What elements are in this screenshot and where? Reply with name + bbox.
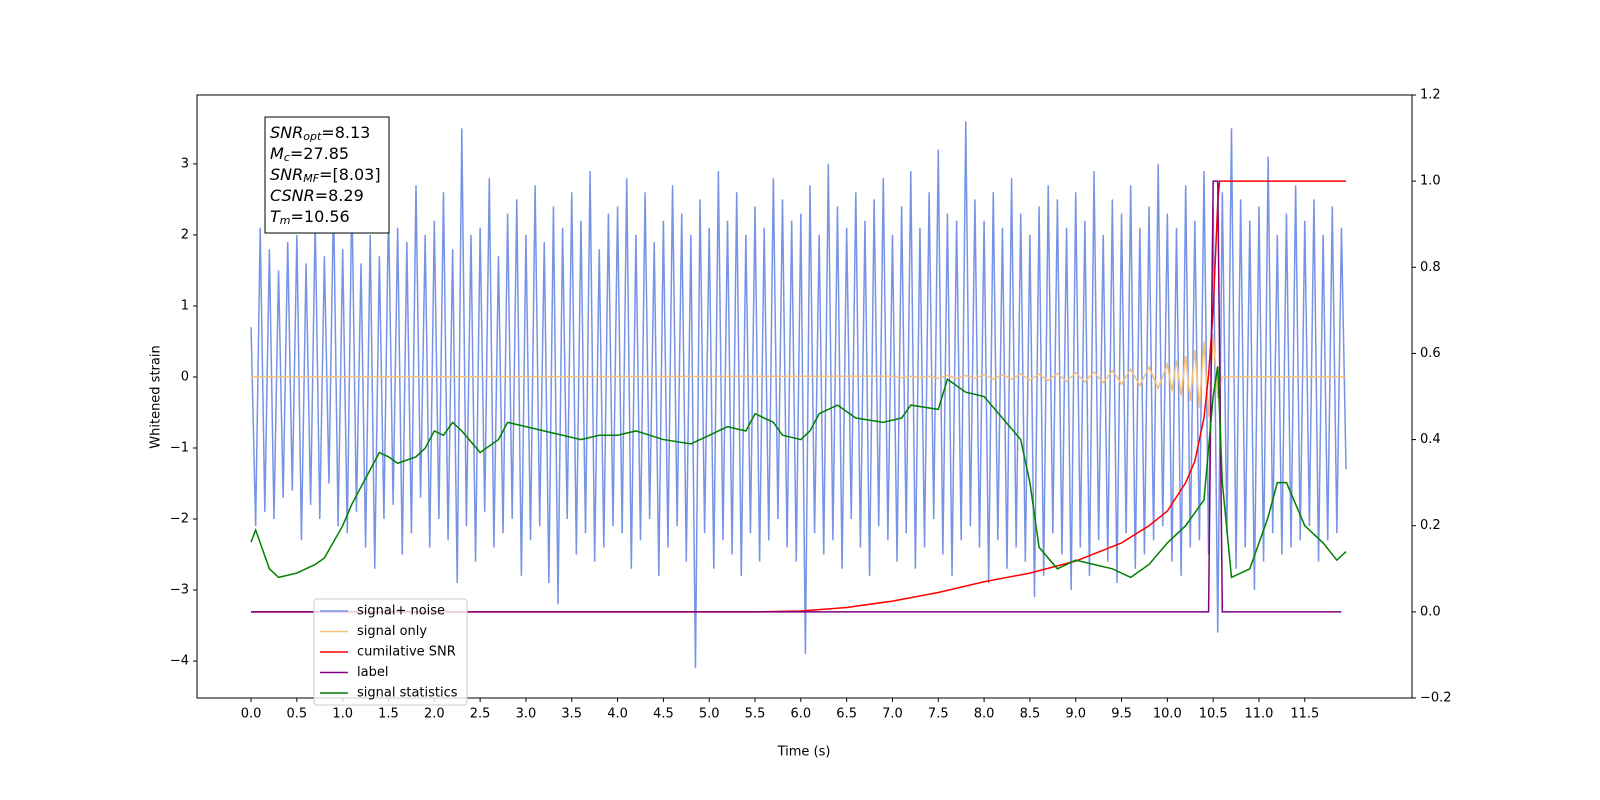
x-tick-label: 1.0 <box>332 707 353 722</box>
series-line <box>251 180 1342 613</box>
annotation-subscript: m <box>280 214 291 227</box>
plot-area <box>250 121 1347 669</box>
x-tick-label: 3.0 <box>516 707 537 722</box>
x-tick-label: 6.5 <box>836 707 857 722</box>
legend-label: signal+ noise <box>357 604 445 619</box>
annotation: SNRopt=8.13 <box>270 123 370 144</box>
legend-label: cumilative SNR <box>357 645 456 660</box>
y2-tick-label: 1.2 <box>1420 88 1441 103</box>
annotation-box <box>264 116 390 234</box>
y-tick-label: 1 <box>181 298 189 313</box>
x-tick-label: 1.5 <box>378 707 399 722</box>
y2-tick-label: 0.4 <box>1420 432 1441 447</box>
series-line <box>250 121 1347 669</box>
annotation-subscript: opt <box>303 130 322 143</box>
y-tick-label: 0 <box>181 369 189 384</box>
annotation: Mc=27.85 <box>270 144 349 165</box>
x-tick-label: 7.0 <box>882 707 903 722</box>
y-tick-label: 2 <box>181 227 189 242</box>
y2-tick-label: 0.0 <box>1420 604 1441 619</box>
annotation-value: =8.29 <box>315 186 364 205</box>
x-tick-label: 10.0 <box>1153 707 1182 722</box>
annotation-value: =8.13 <box>321 123 370 142</box>
x-tick-label: 11.5 <box>1290 707 1319 722</box>
annotation: Tm=10.56 <box>270 207 350 228</box>
x-tick-label: 6.0 <box>790 707 811 722</box>
y2-tick-label: 1.0 <box>1420 174 1441 189</box>
legend-label: label <box>357 665 388 680</box>
annotation-subscript: c <box>284 151 290 164</box>
x-tick-label: 5.5 <box>745 707 766 722</box>
x-tick-label: 9.5 <box>1111 707 1132 722</box>
annotation-symbol: SNR <box>270 165 303 184</box>
y-tick-label: −4 <box>170 654 189 669</box>
annotation-value: =[8.03] <box>319 165 381 184</box>
x-tick-label: 2.5 <box>470 707 491 722</box>
y2-tick-label: −0.2 <box>1420 691 1452 706</box>
annotation-symbol: CSNR <box>270 186 315 205</box>
annotation: CSNR=8.29 <box>270 186 364 205</box>
y-axis-label: Whitened strain <box>149 345 164 448</box>
legend-box <box>313 598 468 706</box>
x-tick-label: 11.0 <box>1245 707 1274 722</box>
y2-tick-label: 0.2 <box>1420 518 1441 533</box>
annotation-value: =27.85 <box>290 144 349 163</box>
y2-tick-label: 0.8 <box>1420 260 1441 275</box>
annotation: SNRMF=[8.03] <box>270 165 381 186</box>
y-tick-label: 3 <box>181 156 189 171</box>
x-tick-label: 3.5 <box>561 707 582 722</box>
x-tick-label: 0.0 <box>241 707 262 722</box>
annotation-symbol: SNR <box>270 123 303 142</box>
x-tick-label: 7.5 <box>928 707 949 722</box>
annotation-value: =10.56 <box>291 207 350 226</box>
x-tick-label: 5.0 <box>699 707 720 722</box>
x-tick-label: 8.5 <box>1020 707 1041 722</box>
legend-label: signal statistics <box>357 686 458 701</box>
plot-frame <box>196 94 1413 699</box>
y-tick-label: −3 <box>170 583 189 598</box>
y-tick-label: −2 <box>170 512 189 527</box>
annotation-symbol: M <box>270 144 284 163</box>
y-tick-label: −1 <box>170 440 189 455</box>
annotation-symbol: T <box>270 207 281 226</box>
x-axis-label: Time (s) <box>777 745 831 760</box>
series-line <box>250 366 1347 579</box>
x-tick-label: 8.0 <box>974 707 995 722</box>
legend-label: signal only <box>357 624 427 639</box>
y2-tick-label: 0.6 <box>1420 346 1441 361</box>
annotation-subscript: MF <box>303 172 319 185</box>
x-tick-label: 4.0 <box>607 707 628 722</box>
x-tick-label: 2.0 <box>424 707 445 722</box>
x-tick-label: 10.5 <box>1199 707 1228 722</box>
x-tick-label: 4.5 <box>653 707 674 722</box>
x-tick-label: 0.5 <box>287 707 308 722</box>
series-line <box>251 334 1347 417</box>
x-tick-label: 9.0 <box>1065 707 1086 722</box>
